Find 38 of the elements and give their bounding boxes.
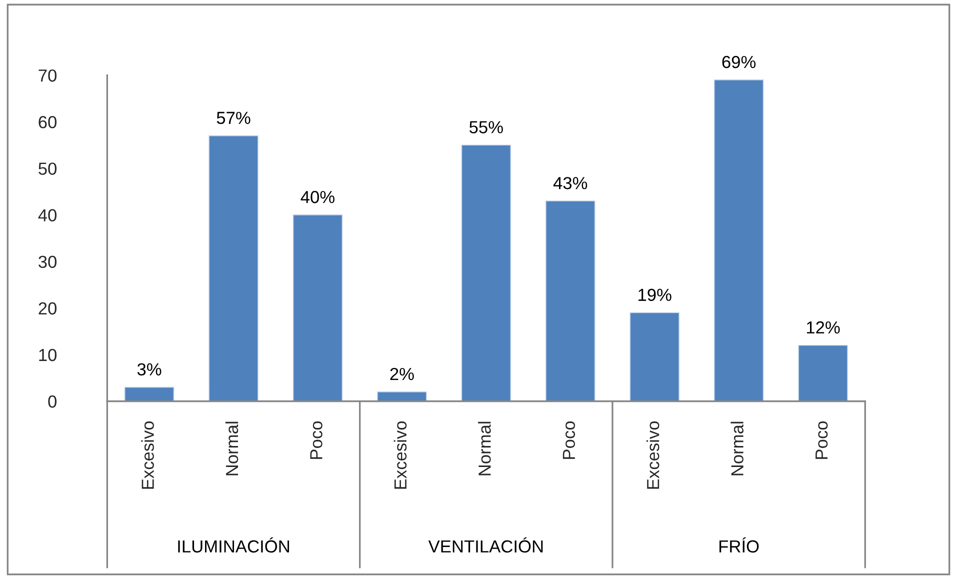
data-label: 55% [469,121,503,134]
text: VENTILACIÓN [428,537,543,553]
data-label: 3% [137,363,162,376]
data-label: 2% [390,368,414,380]
y-tick-label: 30 [38,256,57,268]
x-tick-label: Excesivo [646,421,660,489]
y-tick-label: 40 [38,209,57,222]
x-tick-label: Normal [730,422,744,476]
data-label: 43% [553,176,588,190]
data-label: 12% [806,321,840,334]
text: ILUMINACIÓN [178,537,290,553]
x-tick-label: Normal [225,422,238,476]
x-tick-label: Normal [478,422,491,476]
y-tick-label: 10 [39,348,57,362]
bar [714,80,764,402]
x-tick-label: Poco [310,421,322,459]
y-tick-label: 0 [48,395,57,408]
bar [208,135,258,402]
bar [292,214,343,402]
x-tick-label: Excesivo [394,421,407,489]
text: FRÍO [719,537,759,553]
y-tick-label: 20 [38,302,57,315]
y-tick-label: 70 [38,69,57,82]
x-tick-label: Poco [562,421,576,459]
bar [630,312,680,402]
bar [461,144,511,402]
x-tick-label: Poco [816,421,828,459]
y-tick-label: 50 [38,162,57,175]
data-label: 69% [722,56,756,68]
data-label: 19% [638,288,672,302]
bar [124,386,174,402]
bar [377,392,427,402]
bar [798,344,848,402]
data-label: 40% [300,190,334,204]
x-tick-label: Excesivo [141,421,154,489]
data-label: 57% [216,112,250,124]
bar [546,200,596,402]
y-tick-label: 60 [38,116,57,128]
